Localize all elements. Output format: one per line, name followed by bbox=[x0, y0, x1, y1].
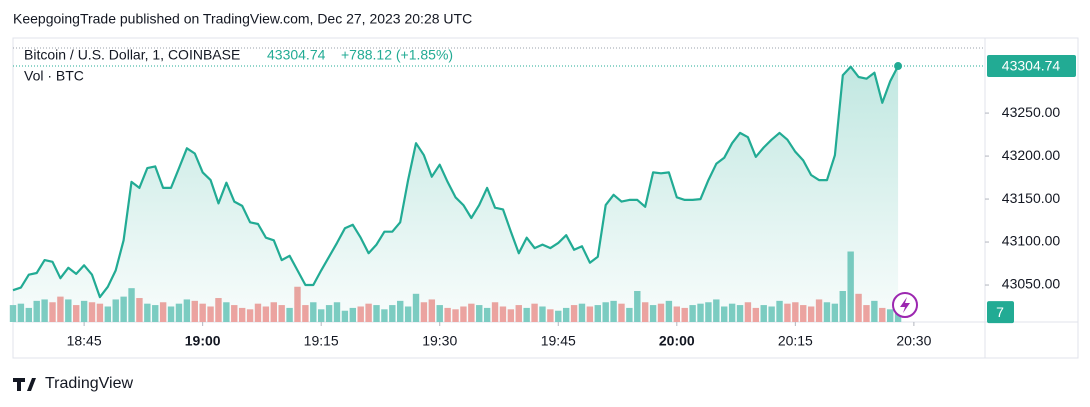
legend-price: 43304.74 bbox=[267, 47, 326, 63]
logo bbox=[13, 378, 36, 391]
y-tick-label: 43200.00 bbox=[1002, 147, 1061, 163]
x-tick-label: 20:15 bbox=[778, 333, 813, 349]
header: KeepgoingTrade published on TradingView.… bbox=[13, 11, 472, 27]
x-tick-label: 19:15 bbox=[304, 333, 339, 349]
price-tag-label: 43304.74 bbox=[1002, 58, 1061, 74]
y-tick-label: 43250.00 bbox=[1002, 104, 1061, 120]
y-tick-label: 43050.00 bbox=[1002, 276, 1061, 292]
y-tick-label: 43150.00 bbox=[1002, 190, 1061, 206]
x-tick-label: 19:45 bbox=[541, 333, 576, 349]
price-line bbox=[12, 65, 900, 299]
volume-tag-label: 7 bbox=[996, 304, 1004, 320]
last-point bbox=[894, 62, 903, 71]
y-tick-label: 43100.00 bbox=[1002, 233, 1061, 249]
x-tick-label: 18:45 bbox=[67, 333, 102, 349]
legend-change: +788.12 (+1.85%) bbox=[341, 47, 453, 63]
footer: TradingView bbox=[45, 375, 133, 392]
price-area bbox=[13, 66, 899, 322]
alert-bolt bbox=[900, 297, 910, 313]
price-tag bbox=[987, 55, 1076, 78]
x-tick-label: 19:30 bbox=[422, 333, 457, 349]
x-tick-label: 19:00 bbox=[185, 333, 221, 349]
chart-frame bbox=[12, 37, 1079, 359]
x-tick-label: 20:30 bbox=[896, 333, 931, 349]
volume-title: Vol · BTC bbox=[24, 68, 84, 84]
legend-title: Bitcoin / U.S. Dollar, 1, COINBASE bbox=[24, 47, 240, 63]
volume-tag bbox=[987, 301, 1014, 324]
x-tick-label: 20:00 bbox=[659, 333, 695, 349]
